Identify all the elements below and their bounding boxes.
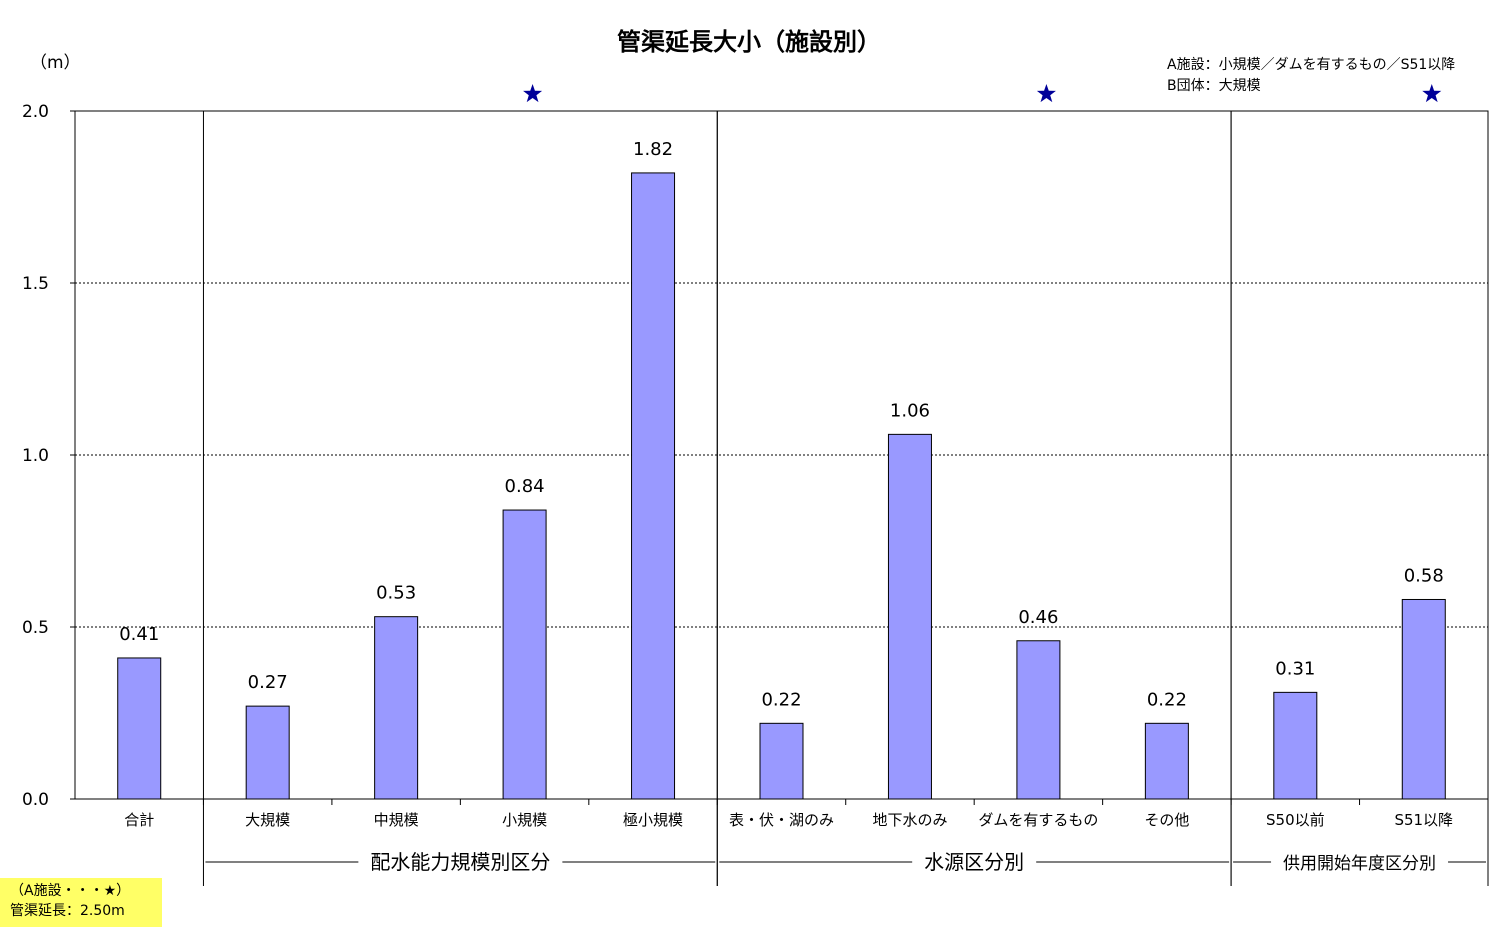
x-tick-label: 合計 <box>124 811 154 829</box>
legend-note-b: B団体：大規模 <box>1167 78 1261 94</box>
bar <box>1273 691 1318 800</box>
x-tick-label: その他 <box>1144 811 1189 829</box>
star-marker <box>1422 84 1442 103</box>
axes <box>70 110 1489 886</box>
star-marker <box>523 84 543 103</box>
bar <box>887 433 932 800</box>
y-axis-unit: （m） <box>30 53 81 73</box>
x-tick-label: ダムを有するもの <box>978 811 1098 829</box>
bar <box>117 657 162 800</box>
data-label: 1.82 <box>633 139 673 160</box>
chart-title: 管渠延長大小（施設別） <box>617 28 881 56</box>
x-tick-label: 小規模 <box>502 811 547 829</box>
y-tick-label: 1.0 <box>22 446 49 466</box>
value-labels: 0.41 0.27 0.53 0.84 1.82 0.22 1.06 0.46 0.22 0.31… <box>119 139 1444 710</box>
bar <box>1016 640 1061 800</box>
data-label: 0.58 <box>1404 565 1444 586</box>
legend-note-a: A施設：小規模／ダムを有するもの／S51以降 <box>1167 57 1455 73</box>
x-tick-label: S51以降 <box>1394 811 1453 829</box>
footnote-line-2: 管渠延長：2.50m <box>10 903 125 919</box>
y-tick-label: 1.5 <box>22 274 49 294</box>
data-label: 0.41 <box>119 624 159 645</box>
data-label: 0.31 <box>1275 658 1315 679</box>
y-tick-label: 0.5 <box>22 618 49 638</box>
x-tick-label: 中規模 <box>374 811 419 829</box>
x-tick-label: S50以前 <box>1266 811 1325 829</box>
data-label: 0.27 <box>248 672 288 693</box>
x-tick-label: 表・伏・湖のみ <box>729 811 834 829</box>
data-label: 0.53 <box>376 583 416 604</box>
x-tick-label: 地下水のみ <box>872 811 947 829</box>
grid-lines <box>75 282 1488 628</box>
group-label: 供用開始年度区分別 <box>1283 854 1436 874</box>
bar <box>245 705 290 800</box>
group-labels: 配水能力規模別区分 水源区分別 供用開始年度区分別 <box>370 850 1436 874</box>
bars <box>117 172 1446 800</box>
bar <box>759 722 804 800</box>
footnote-box: （A施設・・・★） 管渠延長：2.50m <box>0 878 162 927</box>
data-label: 0.46 <box>1018 607 1058 628</box>
data-label: 1.06 <box>890 400 930 421</box>
star-marker <box>1036 84 1056 103</box>
data-label: 0.22 <box>761 689 801 710</box>
bar <box>374 616 419 800</box>
bar <box>1144 722 1189 800</box>
star-markers <box>523 84 1442 103</box>
y-tick-label: 0.0 <box>22 790 49 810</box>
x-tick-label: 大規模 <box>245 811 290 829</box>
group-label: 配水能力規模別区分 <box>370 850 550 874</box>
bar <box>1401 598 1446 800</box>
x-tick-label: 極小規模 <box>623 811 683 829</box>
footnote-line-1: （A施設・・・★） <box>10 883 131 899</box>
data-label: 0.22 <box>1147 689 1187 710</box>
y-tick-label: 2.0 <box>22 102 49 122</box>
category-labels: 合計 大規模 中規模 小規模 極小規模 表・伏・湖のみ 地下水のみ ダムを有するもの その他 S5… <box>124 811 1453 829</box>
y-tick-labels: 0.0 0.5 1.0 1.5 2.0 <box>22 102 49 810</box>
data-label: 0.84 <box>505 476 545 497</box>
group-label: 水源区分別 <box>924 850 1024 874</box>
bar <box>502 509 547 800</box>
bar <box>631 172 676 800</box>
plot-frame <box>74 110 1489 800</box>
